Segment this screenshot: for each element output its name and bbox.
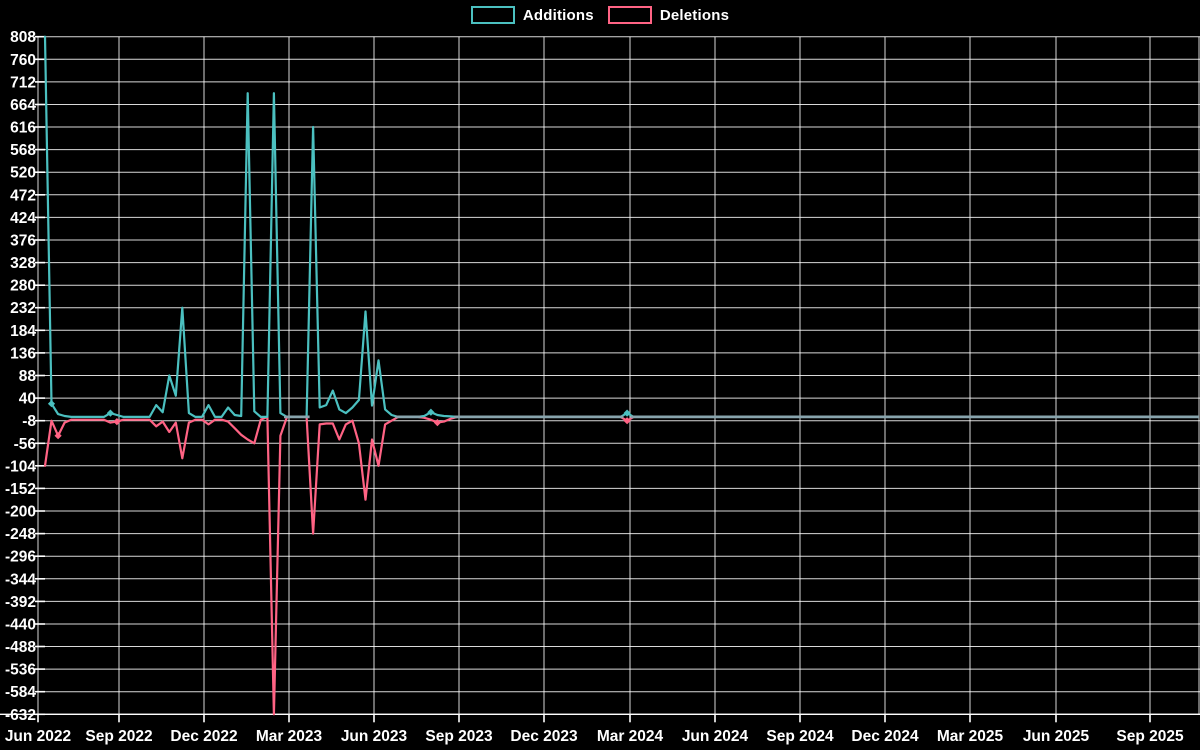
deletions-markers [54,417,631,440]
deletions-legend-label: Deletions [659,6,730,24]
svg-text:Sep 2024: Sep 2024 [766,728,834,745]
svg-text:-296: -296 [5,549,36,566]
legend-item-additions[interactable]: Additions [470,6,594,24]
svg-text:-584: -584 [5,684,36,701]
additions-line [43,35,1198,418]
svg-text:Dec 2023: Dec 2023 [510,728,578,745]
x-axis-labels: Jun 2022 Sep 2022 Dec 2022 Mar 2023 Jun 2023… [5,728,1184,745]
svg-text:Jun 2025: Jun 2025 [1023,728,1090,745]
svg-text:Jun 2024: Jun 2024 [682,728,749,745]
svg-text:Sep 2023: Sep 2023 [425,728,493,745]
svg-text:712: 712 [10,74,36,91]
svg-text:808: 808 [10,29,36,46]
svg-text:Jun 2022: Jun 2022 [5,728,71,745]
additions-legend-label: Additions [522,6,594,24]
svg-text:136: 136 [10,345,36,362]
svg-text:Jun 2023: Jun 2023 [341,728,408,745]
deletions-swatch-icon [607,6,652,24]
svg-text:760: 760 [10,52,36,69]
svg-text:Mar 2024: Mar 2024 [597,728,664,745]
svg-text:-248: -248 [5,526,36,543]
svg-text:424: 424 [10,210,36,227]
svg-text:-632: -632 [5,707,36,724]
svg-text:376: 376 [10,233,36,250]
chart-legend: Additions Deletions [0,6,1200,24]
svg-text:520: 520 [10,165,36,182]
x-gridlines [37,36,1200,723]
svg-text:232: 232 [10,300,36,317]
svg-text:328: 328 [10,255,36,272]
svg-text:568: 568 [10,142,36,159]
svg-text:-440: -440 [5,617,36,634]
y-gridlines [35,35,1200,716]
svg-text:-488: -488 [5,639,36,656]
svg-text:616: 616 [10,120,36,137]
svg-text:88: 88 [19,368,37,385]
svg-text:664: 664 [10,97,36,114]
svg-text:Mar 2023: Mar 2023 [256,728,323,745]
svg-text:40: 40 [19,391,36,408]
svg-text:-104: -104 [5,458,36,475]
svg-text:-8: -8 [22,413,36,430]
legend-item-deletions[interactable]: Deletions [607,6,730,24]
additions-markers [47,400,631,417]
svg-text:280: 280 [10,278,36,295]
svg-text:184: 184 [10,323,36,340]
svg-text:-392: -392 [5,594,36,611]
svg-text:472: 472 [10,187,36,204]
y-axis-labels: 808 760 712 664 616 568 520 472 424 376 328 280 232 1… [5,29,36,724]
svg-text:Sep 2025: Sep 2025 [1116,728,1184,745]
additions-swatch-icon [470,6,515,24]
svg-text:Mar 2025: Mar 2025 [937,728,1004,745]
svg-text:Sep 2022: Sep 2022 [85,728,152,745]
svg-text:-56: -56 [14,436,37,453]
svg-text:-200: -200 [5,504,36,521]
svg-text:-152: -152 [5,481,36,498]
svg-text:Dec 2022: Dec 2022 [170,728,237,745]
deletions-line [43,415,1198,716]
svg-text:-344: -344 [5,571,36,588]
svg-text:-536: -536 [5,662,36,679]
svg-text:Dec 2024: Dec 2024 [851,728,919,745]
